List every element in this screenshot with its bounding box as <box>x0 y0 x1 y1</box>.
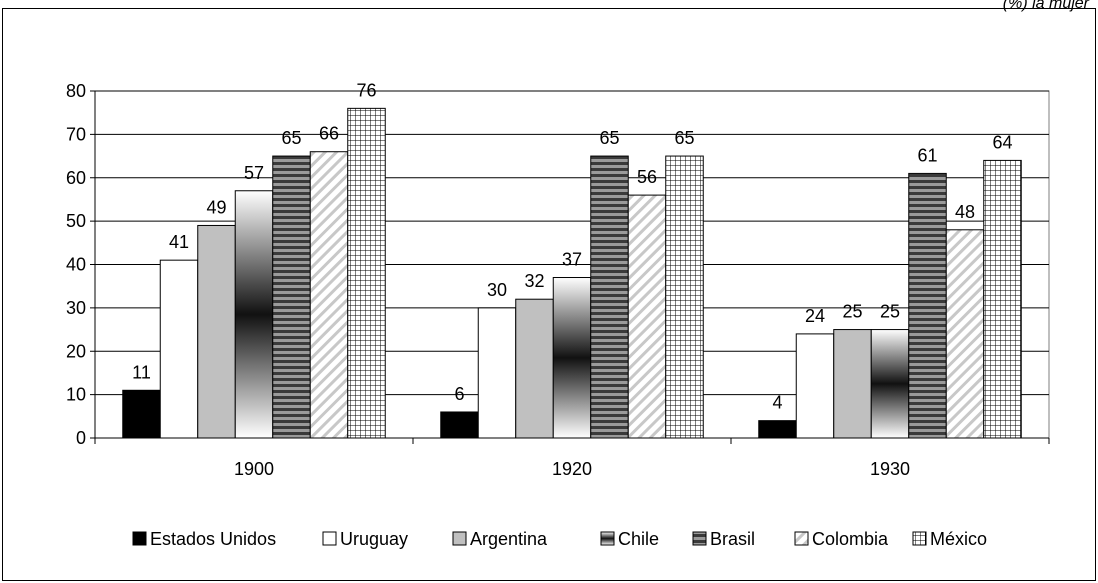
data-label: 64 <box>992 132 1012 152</box>
x-tick-label: 1920 <box>552 459 592 479</box>
y-tick-label: 40 <box>66 255 86 275</box>
data-label: 41 <box>169 232 189 252</box>
data-label: 65 <box>599 128 619 148</box>
legend-label: Colombia <box>812 529 889 549</box>
data-label: 48 <box>955 202 975 222</box>
bar-uruguay-1900 <box>159 259 199 439</box>
data-label: 25 <box>842 302 862 322</box>
y-axis: 0 10 20 30 40 50 60 70 80 <box>66 81 96 448</box>
bar-chile-1900 <box>234 190 274 439</box>
data-label: 49 <box>206 197 226 217</box>
bar-estados-unidos-1930 <box>758 420 797 439</box>
legend-swatch <box>692 531 707 546</box>
legend-label: Chile <box>618 529 659 549</box>
bar-uruguay-1930 <box>795 333 835 439</box>
data-label: 32 <box>524 271 544 291</box>
data-label: 30 <box>487 280 507 300</box>
bar-chile-1920 <box>552 277 592 439</box>
bar-uruguay-1920 <box>477 307 517 439</box>
legend-label: Brasil <box>710 529 755 549</box>
data-label: 66 <box>319 124 339 144</box>
data-label: 37 <box>562 250 582 270</box>
data-label: 65 <box>281 128 301 148</box>
data-label: 57 <box>244 163 264 183</box>
cropped-header-text: (%) la mujer <box>1002 0 1089 12</box>
y-tick-label: 0 <box>76 428 86 448</box>
legend-swatch <box>132 531 147 546</box>
data-label: 56 <box>637 167 657 187</box>
data-label: 65 <box>674 128 694 148</box>
y-tick-label: 60 <box>66 168 86 188</box>
bar-chile-1930 <box>870 329 910 439</box>
bar-brasil-1920 <box>590 155 629 439</box>
bar-argentina-1920 <box>515 298 554 439</box>
legend-label: Estados Unidos <box>150 529 276 549</box>
bar-méxico-1920 <box>665 155 704 439</box>
legend-swatch <box>794 531 809 546</box>
legend-swatch <box>912 531 927 546</box>
x-tick-label: 1930 <box>870 459 910 479</box>
bar-argentina-1930 <box>833 329 872 439</box>
legend-label: Uruguay <box>340 529 408 549</box>
data-label: 76 <box>356 80 376 100</box>
data-label: 61 <box>917 145 937 165</box>
data-label: 24 <box>805 306 825 326</box>
data-label: 6 <box>454 384 464 404</box>
y-tick-label: 30 <box>66 298 86 318</box>
legend-swatch <box>600 531 615 546</box>
y-tick-label: 20 <box>66 341 86 361</box>
bar-méxico-1930 <box>983 159 1022 439</box>
bar-colombia-1900 <box>309 151 349 439</box>
x-tick-label: 1900 <box>234 459 274 479</box>
legend: Estados Unidos Uruguay Argentina Chile Brasi… <box>132 529 987 549</box>
bar-estados-unidos-1900 <box>122 389 161 439</box>
bar-argentina-1900 <box>197 224 236 439</box>
y-tick-label: 80 <box>66 81 86 101</box>
bar-colombia-1930 <box>945 229 985 439</box>
legend-label: Argentina <box>470 529 548 549</box>
data-label: 4 <box>772 393 782 413</box>
bar-estados-unidos-1920 <box>440 411 479 439</box>
bar-brasil-1930 <box>908 172 947 439</box>
data-label: 25 <box>880 302 900 322</box>
y-tick-label: 70 <box>66 124 86 144</box>
bar-colombia-1920 <box>627 194 667 439</box>
y-tick-label: 50 <box>66 211 86 231</box>
legend-swatch <box>322 531 337 546</box>
bar-méxico-1900 <box>347 107 386 439</box>
y-tick-label: 10 <box>66 385 86 405</box>
legend-swatch <box>452 531 467 546</box>
bars <box>122 107 1022 439</box>
x-axis: 1900 1920 1930 <box>94 437 1050 479</box>
bar-brasil-1900 <box>272 155 311 439</box>
value-labels: 11 41 49 57 65 66 76 6 30 32 37 65 56 65 4 24 25 25 61 48 64 <box>132 80 1012 412</box>
data-label: 11 <box>132 362 151 382</box>
legend-label: México <box>930 529 987 549</box>
